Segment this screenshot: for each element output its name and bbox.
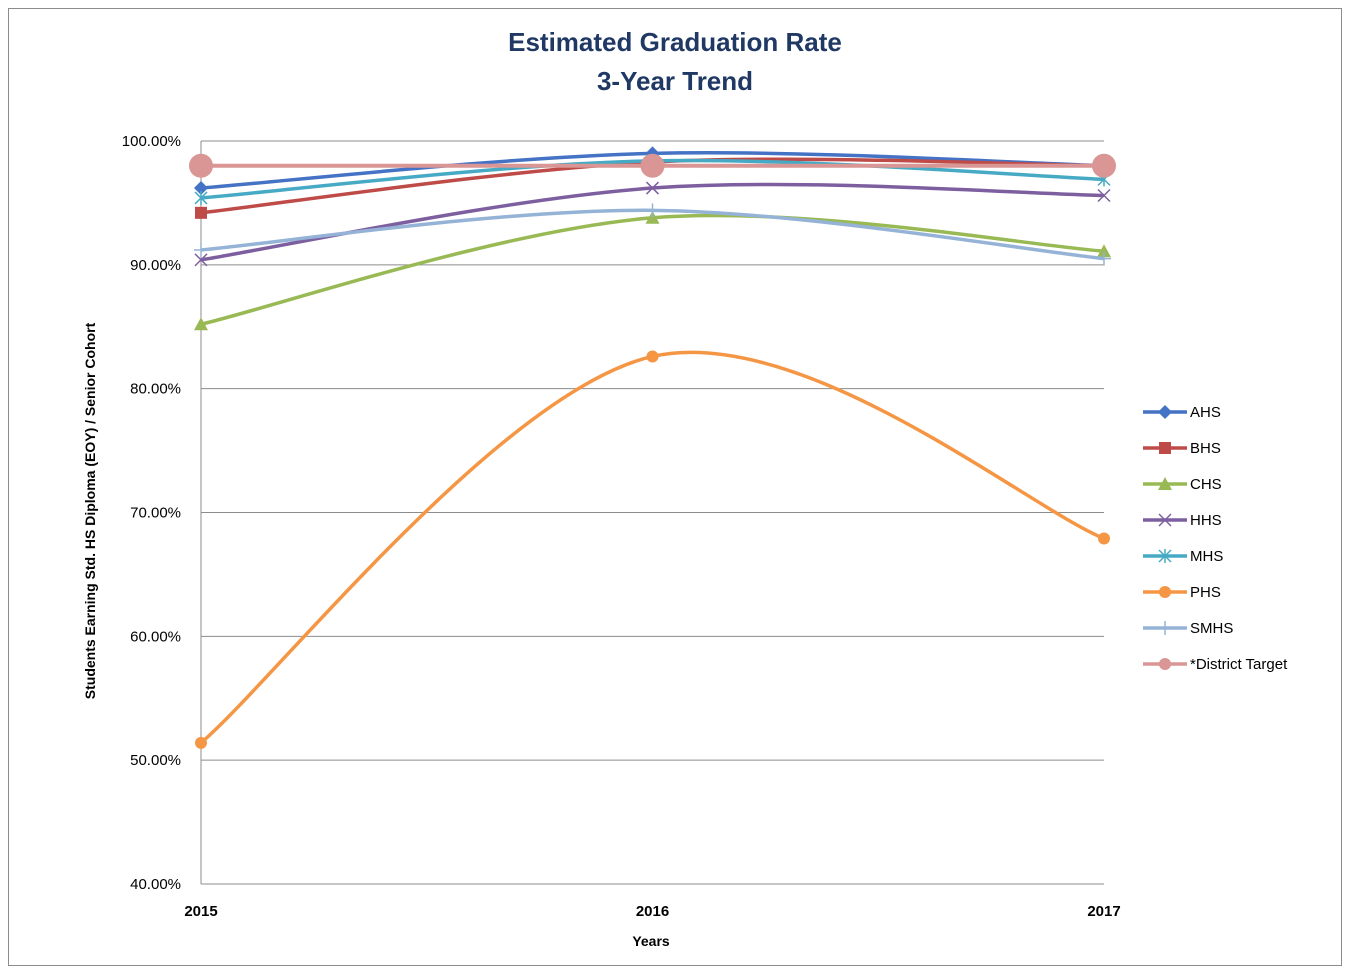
legend-label: AHS	[1190, 404, 1221, 421]
series-line	[200, 213, 1105, 326]
legend-marker	[1159, 442, 1171, 454]
x-tick-label: 2015	[184, 903, 217, 920]
legend-item: *District Target	[1143, 656, 1288, 673]
legend-label: CHS	[1190, 476, 1222, 493]
chart-frame: Estimated Graduation Rate 3-Year Trend 4…	[8, 8, 1342, 966]
chart-title: Estimated Graduation Rate	[508, 27, 842, 57]
legend-label: MHS	[1190, 548, 1223, 565]
data-point	[194, 317, 208, 331]
chart-subtitle: 3-Year Trend	[597, 66, 753, 96]
series-chs	[194, 210, 1111, 331]
data-point	[189, 153, 213, 178]
data-point	[194, 253, 208, 267]
series-phs	[195, 350, 1110, 749]
x-tick-label: 2016	[636, 903, 669, 920]
data-point	[194, 242, 208, 257]
series-hhs	[194, 181, 1111, 267]
legend-item: HHS	[1143, 512, 1222, 529]
y-tick-label: 60.00%	[130, 628, 181, 645]
x-tick-label: 2017	[1087, 903, 1120, 920]
gridlines	[200, 140, 1104, 885]
chart-svg: Estimated Graduation Rate 3-Year Trend 4…	[82, 27, 1288, 949]
legend-marker	[1159, 586, 1171, 598]
legend-item: SMHS	[1143, 620, 1233, 637]
legend-marker	[1159, 658, 1171, 670]
x-axis-label: Years	[632, 933, 670, 949]
y-tick-label: 90.00%	[130, 257, 181, 274]
series-lines	[189, 146, 1116, 749]
data-point	[1098, 532, 1110, 545]
data-point	[195, 736, 207, 749]
data-point	[195, 206, 207, 219]
legend-label: PHS	[1190, 584, 1221, 601]
y-tick-label: 70.00%	[130, 505, 181, 522]
y-tick-label: 80.00%	[130, 381, 181, 398]
data-point	[645, 181, 660, 195]
legend-item: AHS	[1143, 404, 1221, 421]
legend-marker	[1158, 621, 1172, 635]
y-tick-label: 40.00%	[130, 876, 181, 893]
y-tick-label: 100.00%	[122, 133, 181, 150]
legend-label: HHS	[1190, 512, 1222, 529]
legend-item: MHS	[1143, 548, 1223, 565]
legend-label: SMHS	[1190, 620, 1233, 637]
data-point	[1097, 188, 1111, 203]
legend-item: CHS	[1143, 476, 1222, 493]
data-point	[194, 190, 208, 205]
legend-item: BHS	[1143, 440, 1221, 457]
legend-marker	[1158, 405, 1172, 419]
y-tick-labels: 40.00% 50.00% 60.00% 70.00% 80.00% 90.00% 100.…	[122, 133, 181, 893]
legend-label: BHS	[1190, 440, 1221, 457]
y-tick-label: 50.00%	[130, 752, 181, 769]
legend-label: *District Target	[1190, 656, 1288, 673]
data-point	[1097, 251, 1111, 266]
data-point	[645, 203, 660, 218]
data-point	[1097, 244, 1111, 258]
data-point	[194, 181, 208, 196]
data-point	[640, 153, 665, 178]
series-district-target	[189, 153, 1116, 178]
legend-marker	[1158, 513, 1172, 527]
legend: AHS BHS CHS HHS MHS PHS SMHS *District Target	[1143, 404, 1288, 673]
data-point	[1092, 153, 1116, 178]
series-line	[199, 350, 1105, 745]
y-axis-label: Students Earning Std. HS Diploma (EOY) /…	[82, 322, 98, 699]
data-point	[646, 350, 659, 363]
x-tick-labels: 2015 2016 2017	[184, 903, 1120, 920]
legend-marker	[1158, 477, 1172, 490]
legend-marker	[1158, 549, 1172, 563]
legend-item: PHS	[1143, 584, 1221, 601]
series-smhs	[194, 203, 1111, 266]
